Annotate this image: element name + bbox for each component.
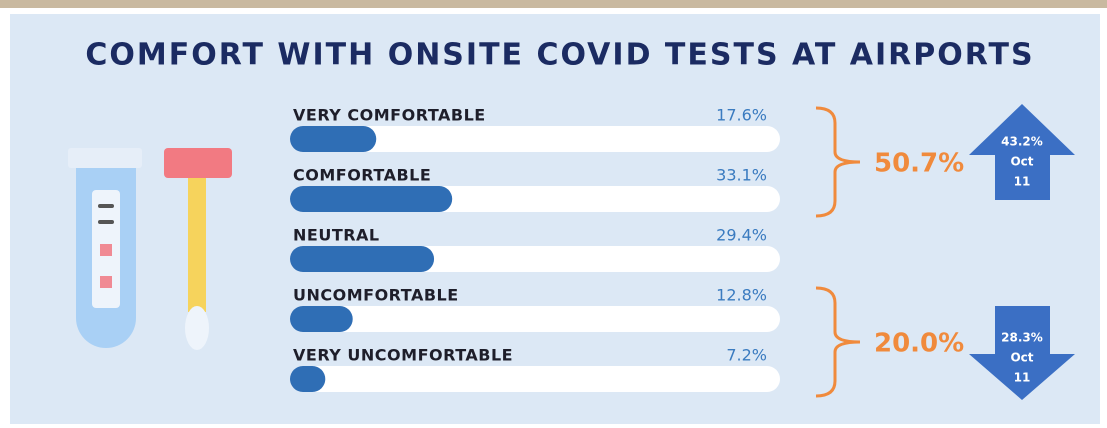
category-label: COMFORTABLE — [293, 166, 431, 185]
arrow-text: 28.3% — [1001, 331, 1043, 345]
bar-track — [290, 306, 780, 332]
value-label: 29.4% — [716, 226, 767, 245]
top-strip — [0, 0, 1107, 8]
value-label: 17.6% — [716, 106, 767, 125]
bracket — [815, 286, 861, 398]
bar-track — [290, 126, 780, 152]
bar — [290, 366, 326, 392]
bracket — [815, 106, 861, 218]
arrow-text: 43.2% — [1001, 135, 1043, 149]
trend-arrow — [969, 306, 1075, 400]
bar — [290, 306, 353, 332]
bar — [290, 186, 453, 212]
arrow-text: Oct — [1010, 155, 1033, 169]
trend-arrow — [969, 104, 1075, 200]
category-label: UNCOMFORTABLE — [293, 286, 459, 305]
arrow-text: 11 — [1014, 175, 1031, 189]
value-label: 7.2% — [726, 346, 767, 365]
group-total: 20.0% — [874, 329, 964, 359]
bar-track — [290, 366, 780, 392]
test-tube-icon — [68, 148, 232, 350]
panel — [10, 14, 1100, 424]
value-label: 33.1% — [716, 166, 767, 185]
bar — [290, 126, 377, 152]
category-label: VERY UNCOMFORTABLE — [293, 346, 513, 365]
arrow-text: 11 — [1014, 371, 1031, 385]
group-total: 50.7% — [874, 149, 964, 179]
arrow-text: Oct — [1010, 351, 1033, 365]
chart-title: COMFORT WITH ONSITE COVID TESTS AT AIRPO… — [85, 38, 1034, 73]
category-label: NEUTRAL — [293, 226, 380, 245]
bar — [290, 246, 435, 272]
category-label: VERY COMFORTABLE — [293, 106, 486, 125]
value-label: 12.8% — [716, 286, 767, 305]
